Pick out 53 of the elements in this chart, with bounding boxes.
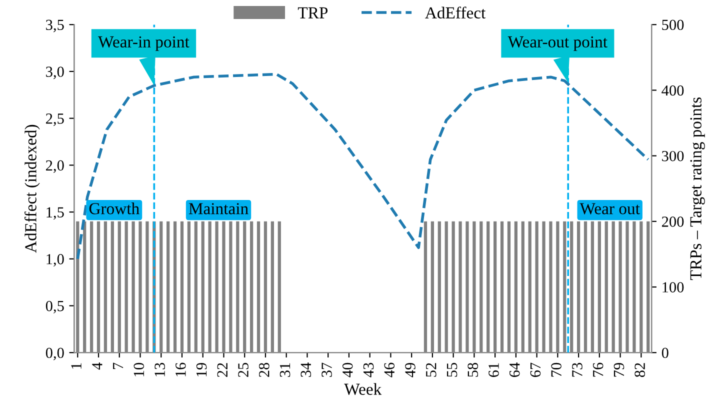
x-tick-label: 22: [217, 363, 228, 377]
x-tick-label: 10: [134, 362, 144, 376]
annotation: Maintain: [188, 203, 248, 214]
y-tick-label: 1,5: [46, 207, 64, 220]
x-tick-label: 4: [92, 362, 102, 370]
x-tick-label: 61: [488, 363, 499, 377]
x-tick-label: 31: [280, 363, 290, 377]
x-tick-label: 76: [592, 362, 604, 377]
y2-tick-label: 300: [662, 150, 684, 162]
x-tick-label: 52: [426, 363, 436, 377]
x-tick-label: 67: [530, 362, 541, 377]
x-tick-label: 1: [71, 363, 82, 369]
y-tick-label: 0,0: [46, 348, 64, 360]
y-tick-label: 2,0: [46, 160, 64, 173]
annotation: Growth: [89, 202, 140, 214]
y-tick-label: 1,0: [46, 254, 64, 267]
x-tick-label: 7: [113, 362, 124, 369]
x-tick-label: 16: [176, 362, 186, 376]
y2-tick-label: 0: [662, 348, 668, 358]
y-tick-label: 3,5: [46, 20, 64, 32]
line-series: [76, 72, 650, 260]
x-tick-label: 28: [258, 362, 270, 377]
x-tick-label: 73: [572, 362, 582, 377]
y2-tick-label: 500: [662, 20, 684, 30]
x-tick-label: 13: [154, 362, 165, 376]
y2-tick-label: 200: [662, 216, 684, 227]
y2-tick-label: 100: [662, 282, 684, 292]
y-tick-label: 2,5: [46, 114, 64, 126]
x-tick-label: 19: [196, 362, 207, 376]
x-tick-label: 49: [405, 362, 416, 378]
x-tick-label: 64: [509, 362, 520, 377]
x-tick-label: 25: [238, 362, 248, 377]
annotation: Wear-out point: [508, 36, 608, 51]
y2-axis-title: TRPs – Target rating points: [690, 97, 705, 280]
y-axis-title: AdEffect (indexed): [24, 124, 40, 253]
y-tick-label: 0,5: [46, 300, 64, 314]
x-tick-label: 58: [468, 362, 478, 377]
y-tick-label: 3,0: [46, 66, 64, 80]
x-tick-label: 34: [300, 362, 312, 377]
legend-label: AdEffect: [425, 6, 486, 18]
x-tick-label: 70: [551, 362, 562, 377]
x-axis-title: Week: [344, 383, 382, 395]
annotation: Wear-in point: [98, 36, 190, 51]
x-tick-label: 82: [634, 363, 645, 378]
x-tick-label: 55: [446, 362, 458, 377]
x-tick-label: 37: [322, 362, 332, 377]
annotation: Wear out: [580, 203, 640, 214]
y2-tick-label: 400: [662, 85, 684, 96]
x-tick-label: 43: [363, 362, 374, 378]
x-tick-label: 79: [614, 362, 624, 377]
legend-label: TRP: [298, 7, 328, 18]
x-tick-label: 46: [384, 362, 395, 378]
x-tick-label: 40: [342, 362, 353, 378]
